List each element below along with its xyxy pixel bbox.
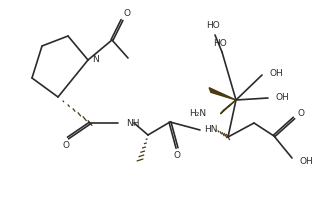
Text: H₂N: H₂N bbox=[189, 108, 206, 118]
Text: HO: HO bbox=[213, 39, 227, 48]
Text: HO: HO bbox=[206, 21, 220, 30]
Text: OH: OH bbox=[276, 94, 290, 102]
Text: O: O bbox=[297, 108, 304, 118]
Text: HN: HN bbox=[204, 124, 217, 134]
Polygon shape bbox=[220, 100, 236, 114]
Text: OH: OH bbox=[300, 157, 314, 166]
Text: OH: OH bbox=[270, 69, 284, 78]
Text: O: O bbox=[63, 141, 69, 150]
Text: N: N bbox=[92, 55, 99, 64]
Text: O: O bbox=[173, 150, 181, 159]
Polygon shape bbox=[209, 88, 236, 100]
Text: NH: NH bbox=[126, 118, 139, 127]
Text: O: O bbox=[124, 9, 131, 18]
